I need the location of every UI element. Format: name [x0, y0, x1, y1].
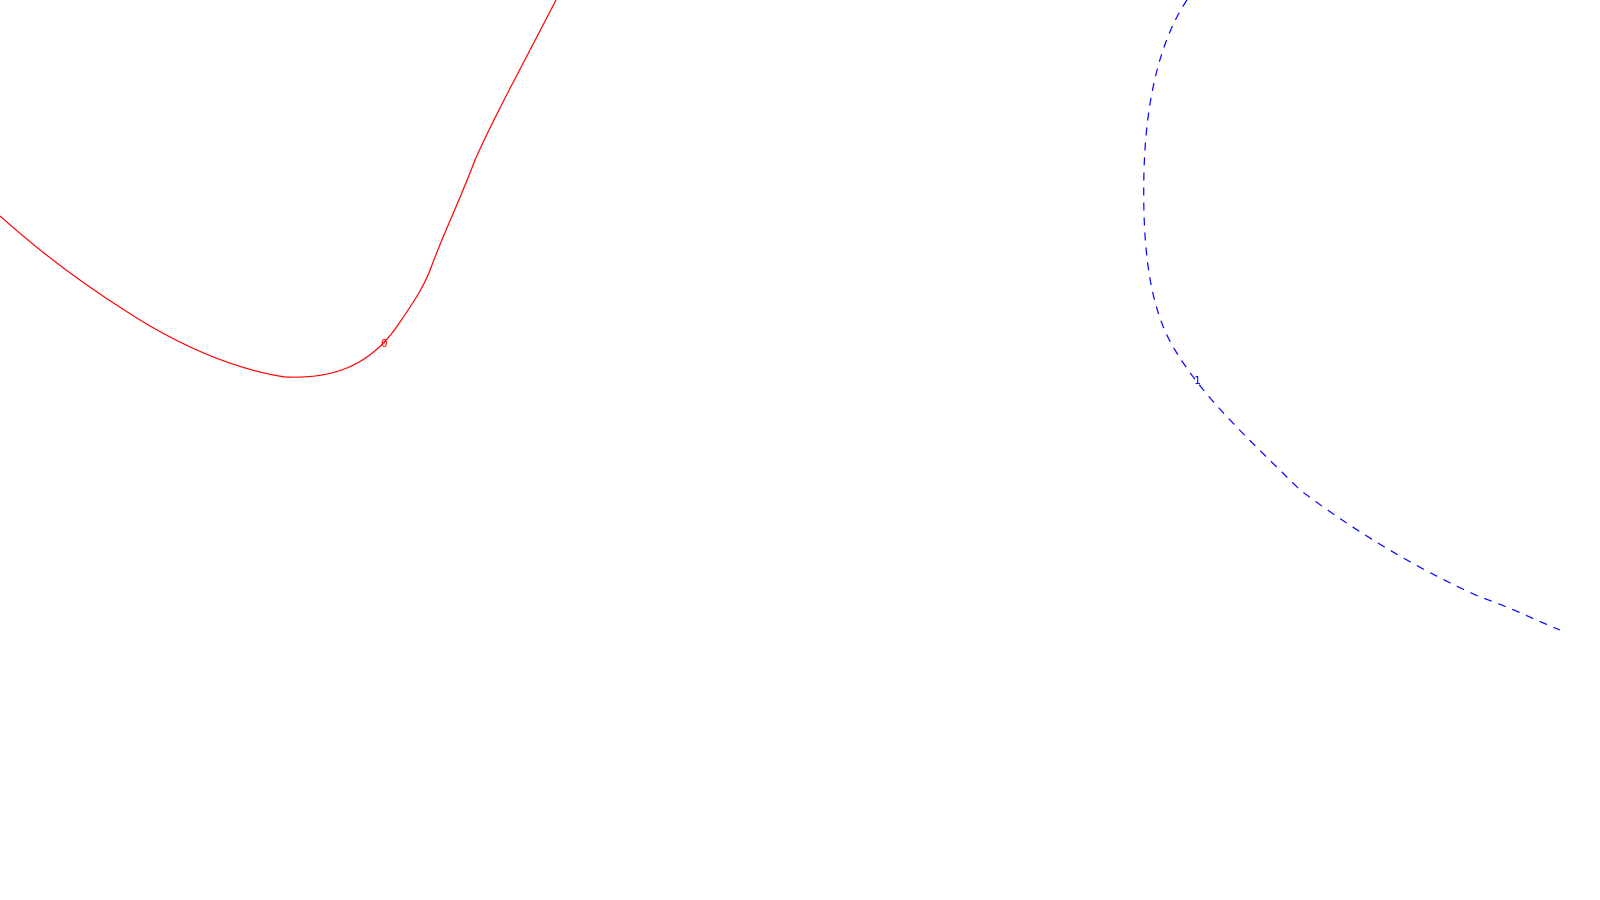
- contour-curve-1: [1143, 0, 1561, 631]
- curve-label-1: 1: [1194, 374, 1201, 387]
- contour-curve-0: [0, 0, 557, 378]
- curve-label-0: 0: [381, 337, 388, 350]
